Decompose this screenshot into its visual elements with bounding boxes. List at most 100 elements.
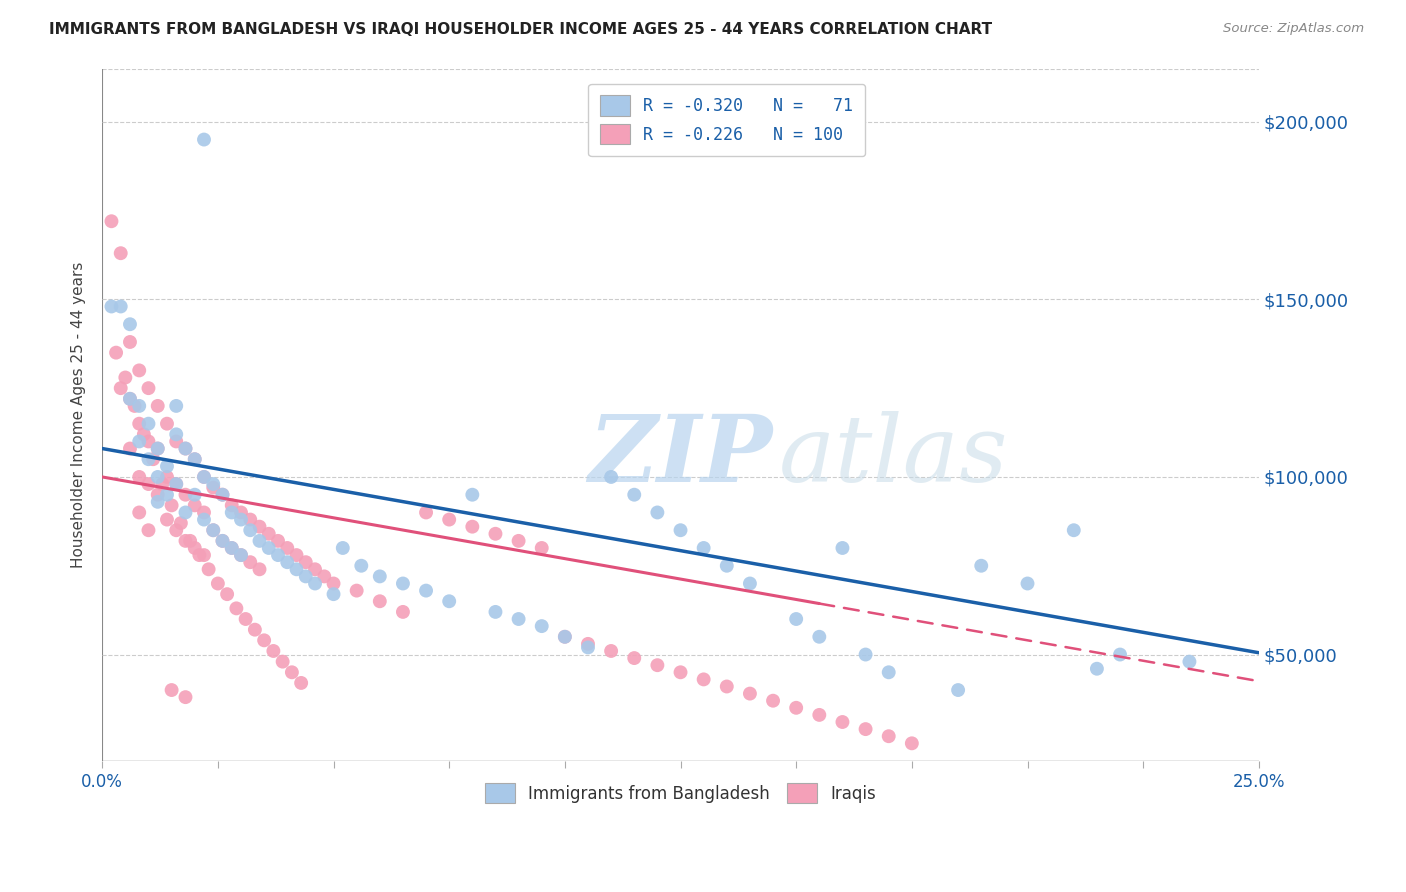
Point [530,619,553,633]
Point [368,569,391,583]
Text: ZIP: ZIP [588,411,772,501]
Point [647,658,669,673]
Point [221,541,243,555]
Point [855,648,877,662]
Point [285,548,308,562]
Point [225,601,247,615]
Point [461,519,484,533]
Point [669,523,692,537]
Point [146,442,169,456]
Text: atlas: atlas [779,411,1008,501]
Point [110,381,132,395]
Point [146,470,169,484]
Point [1063,523,1085,537]
Point [156,459,179,474]
Point [165,434,187,449]
Point [138,452,160,467]
Point [249,519,271,533]
Text: IMMIGRANTS FROM BANGLADESH VS IRAQI HOUSEHOLDER INCOME AGES 25 - 44 YEARS CORREL: IMMIGRANTS FROM BANGLADESH VS IRAQI HOUS… [49,22,993,37]
Point [285,562,308,576]
Point [184,452,207,467]
Point [193,506,215,520]
Point [253,633,276,648]
Point [368,594,391,608]
Point [156,470,179,484]
Point [332,541,354,555]
Point [235,612,257,626]
Point [138,477,160,491]
Point [294,569,316,583]
Point [211,488,233,502]
Point [508,612,530,626]
Point [623,651,645,665]
Point [202,523,225,537]
Point [174,506,197,520]
Point [128,417,150,431]
Point [600,644,623,658]
Point [156,512,179,526]
Point [314,569,336,583]
Point [128,470,150,484]
Point [281,665,304,680]
Point [110,246,132,260]
Y-axis label: Householder Income Ages 25 - 44 years: Householder Income Ages 25 - 44 years [72,261,86,568]
Point [808,630,831,644]
Point [132,427,155,442]
Point [322,587,344,601]
Point [165,523,187,537]
Point [831,714,853,729]
Point [304,562,326,576]
Point [576,637,599,651]
Point [576,640,599,655]
Point [100,214,122,228]
Point [146,399,169,413]
Point [128,434,150,449]
Point [855,722,877,736]
Point [221,506,243,520]
Point [738,687,761,701]
Point [623,488,645,502]
Point [184,452,207,467]
Point [128,399,150,413]
Point [946,683,969,698]
Point [174,442,197,456]
Point [211,533,233,548]
Point [118,442,141,456]
Point [346,583,368,598]
Point [271,655,294,669]
Point [257,541,280,555]
Point [184,541,207,555]
Point [1109,648,1132,662]
Point [229,512,252,526]
Point [174,690,197,705]
Point [138,381,160,395]
Point [118,317,141,331]
Point [392,605,415,619]
Point [188,548,211,562]
Point [184,488,207,502]
Point [118,334,141,349]
Point [901,736,924,750]
Point [267,548,290,562]
Point [692,541,714,555]
Point [138,417,160,431]
Point [239,523,262,537]
Point [193,132,215,146]
Point [350,558,373,573]
Point [785,612,807,626]
Point [415,506,437,520]
Point [142,452,165,467]
Point [808,707,831,722]
Point [138,434,160,449]
Point [179,533,201,548]
Point [124,399,146,413]
Point [484,526,506,541]
Point [484,605,506,619]
Point [110,300,132,314]
Point [170,516,193,530]
Point [530,541,553,555]
Point [294,555,316,569]
Point [508,533,530,548]
Point [267,533,290,548]
Point [669,665,692,680]
